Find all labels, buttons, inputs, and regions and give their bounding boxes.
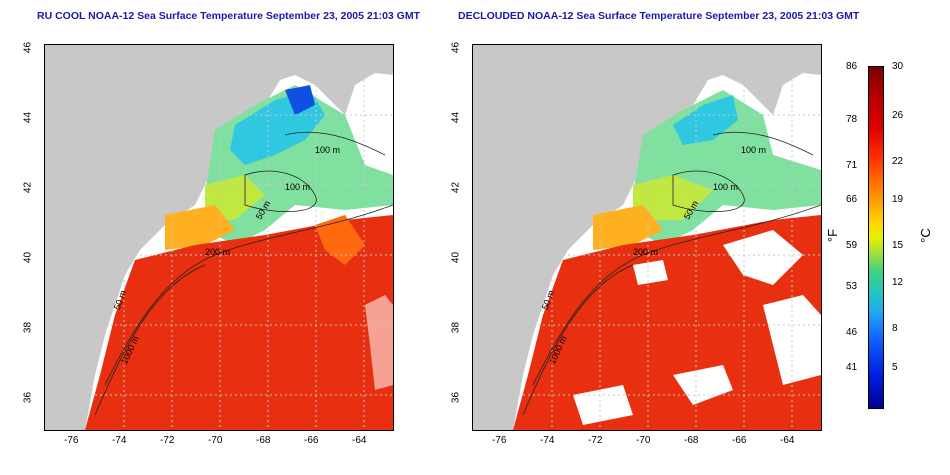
y-tick: 46 bbox=[450, 41, 462, 54]
contour-label: 100 m bbox=[285, 182, 311, 192]
contour-label: 200 m bbox=[205, 247, 231, 257]
y-tick: 36 bbox=[450, 391, 462, 404]
c-label: 8 bbox=[892, 323, 898, 334]
f-label: 41 bbox=[846, 362, 858, 373]
right-sst-map: 100 m 100 m 50 m 200 m 50 m 1000 m bbox=[472, 44, 822, 431]
c-label: 19 bbox=[892, 194, 904, 205]
y-tick: 46 bbox=[22, 41, 34, 54]
x-tick: -66 bbox=[304, 435, 319, 446]
y-tick: 42 bbox=[22, 181, 34, 194]
y-tick: 44 bbox=[22, 111, 34, 124]
f-label: 78 bbox=[846, 114, 858, 125]
c-label: 12 bbox=[892, 277, 904, 288]
x-tick: -70 bbox=[636, 435, 651, 446]
x-tick: -64 bbox=[780, 435, 795, 446]
y-tick: 38 bbox=[22, 321, 34, 334]
f-label: 59 bbox=[846, 240, 858, 251]
y-tick: 42 bbox=[450, 181, 462, 194]
x-tick: -72 bbox=[160, 435, 175, 446]
x-tick: -68 bbox=[256, 435, 271, 446]
left-sst-map: 100 m 100 m 50 m 200 m 50 m 1000 m bbox=[44, 44, 394, 431]
c-label: 15 bbox=[892, 240, 904, 251]
y-tick: 38 bbox=[450, 321, 462, 334]
c-label: 5 bbox=[892, 362, 898, 373]
y-tick: 40 bbox=[22, 251, 34, 264]
x-tick: -72 bbox=[588, 435, 603, 446]
y-tick: 44 bbox=[450, 111, 462, 124]
f-label: 53 bbox=[846, 281, 858, 292]
right-map-title: DECLOUDED NOAA-12 Sea Surface Temperatur… bbox=[458, 10, 860, 22]
x-tick: -74 bbox=[540, 435, 555, 446]
contour-label: 100 m bbox=[713, 182, 739, 192]
f-label: 86 bbox=[846, 61, 858, 72]
celsius-unit-label: °C bbox=[917, 228, 933, 243]
x-tick: -70 bbox=[208, 435, 223, 446]
f-label: 71 bbox=[846, 160, 858, 171]
x-tick: -76 bbox=[64, 435, 79, 446]
contour-label: 200 m bbox=[633, 247, 659, 257]
contour-label: 100 m bbox=[315, 145, 341, 155]
left-map-title: RU COOL NOAA-12 Sea Surface Temperature … bbox=[37, 10, 421, 22]
x-tick: -76 bbox=[492, 435, 507, 446]
fahrenheit-unit-label: °F bbox=[825, 228, 841, 243]
y-tick: 40 bbox=[450, 251, 462, 264]
f-label: 66 bbox=[846, 194, 858, 205]
c-label: 26 bbox=[892, 110, 904, 121]
y-tick: 36 bbox=[22, 391, 34, 404]
x-tick: -64 bbox=[352, 435, 367, 446]
f-label: 46 bbox=[846, 327, 858, 338]
x-tick: -68 bbox=[684, 435, 699, 446]
contour-label: 100 m bbox=[741, 145, 767, 155]
c-label: 22 bbox=[892, 156, 904, 167]
c-label: 30 bbox=[892, 61, 904, 72]
x-tick: -74 bbox=[112, 435, 127, 446]
x-tick: -66 bbox=[732, 435, 747, 446]
temperature-colorbar bbox=[868, 66, 884, 409]
